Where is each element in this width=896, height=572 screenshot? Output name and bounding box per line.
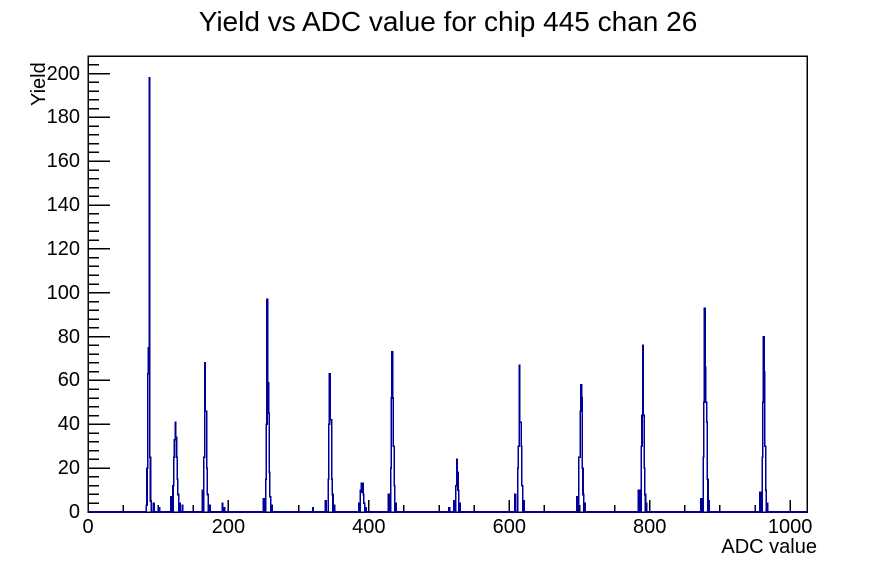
histogram-line <box>88 77 807 513</box>
y-tick-label: 100 <box>46 281 80 304</box>
x-tick-label: 1000 <box>767 516 813 538</box>
y-tick-label: 180 <box>46 106 80 129</box>
y-tick-label: 80 <box>57 325 80 348</box>
x-tick-label: 0 <box>82 516 94 538</box>
y-tick-label: 0 <box>68 501 80 523</box>
y-tick-label: 60 <box>57 369 80 392</box>
x-tick-label: 800 <box>633 516 667 538</box>
plot-frame <box>87 55 808 513</box>
x-axis-title: ADC value <box>721 536 817 558</box>
x-tick-label: 200 <box>211 516 246 538</box>
y-tick-label: 120 <box>46 237 80 260</box>
y-tick-label: 140 <box>46 194 80 217</box>
y-tick-label: 20 <box>57 457 80 480</box>
chart-title: Yield vs ADC value for chip 445 chan 26 <box>198 6 698 37</box>
y-tick-label: 40 <box>57 413 80 436</box>
y-tick-label: 160 <box>46 150 80 173</box>
x-tick-label: 600 <box>492 516 526 538</box>
x-tick-label: 400 <box>352 516 386 538</box>
y-tick-label: 200 <box>46 62 80 85</box>
